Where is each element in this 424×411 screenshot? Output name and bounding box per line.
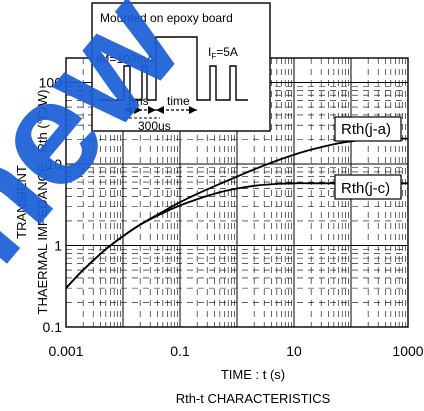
arrow-time-left	[156, 106, 164, 114]
x-tick-label: 10	[286, 343, 302, 359]
y-tick-label: 1	[54, 238, 62, 254]
label-time: time	[167, 94, 190, 108]
if-label-main: I	[208, 45, 211, 59]
x-tick-label: 0.1	[170, 343, 190, 359]
arrow-1ms-left	[124, 106, 132, 114]
x-axis-title: TIME : t (s)	[221, 367, 285, 382]
label-text-rth-j-c: Rth(j-c)	[341, 180, 390, 197]
if-label-sub: F	[211, 52, 216, 61]
y-tick-label: 10	[46, 156, 62, 172]
inset-title: Mounted on epoxy board	[100, 11, 233, 25]
im-label: IM=100mA	[96, 52, 154, 66]
y-axis-title-line1: TRANSIENT	[14, 165, 29, 239]
y-tick-label: 100	[39, 75, 63, 91]
label-1ms: 1ms	[126, 94, 149, 108]
label-rth-j-a: Rth(j-a)	[334, 116, 402, 142]
label-text-rth-j-a: Rth(j-a)	[341, 121, 391, 138]
arrow-1ms-right	[134, 106, 142, 114]
label-300us: 300us	[138, 119, 171, 133]
x-tick-label: 0.001	[48, 343, 83, 359]
if-label-value: =5A	[216, 45, 238, 59]
x-tick-label: 1000	[392, 343, 423, 359]
y-tick-label: 0.1	[43, 319, 63, 335]
pulse-waveform	[98, 36, 248, 101]
label-box-rth-j-c	[334, 174, 402, 200]
arrow-time-right	[189, 106, 197, 114]
chart-caption: Rth-t CHARACTERISTICS	[176, 391, 331, 406]
label-rth-j-c: Rth(j-c)	[334, 174, 402, 200]
x-tick-labels: 0.001 0.1 10 1000	[48, 343, 423, 359]
y-tick-labels: 0.1 1 10 100	[39, 75, 63, 335]
label-box-rth-j-a	[334, 116, 402, 142]
y-axis-title-line2: THAERMAL IMPEDANCE : Rth (°C/W)	[35, 89, 50, 314]
arrow-mid-right	[148, 106, 156, 114]
test-condition-inset: Mounted on epoxy board IM=100mA IF=5A 1m…	[91, 2, 271, 133]
if-label: IF=5A	[208, 45, 238, 61]
